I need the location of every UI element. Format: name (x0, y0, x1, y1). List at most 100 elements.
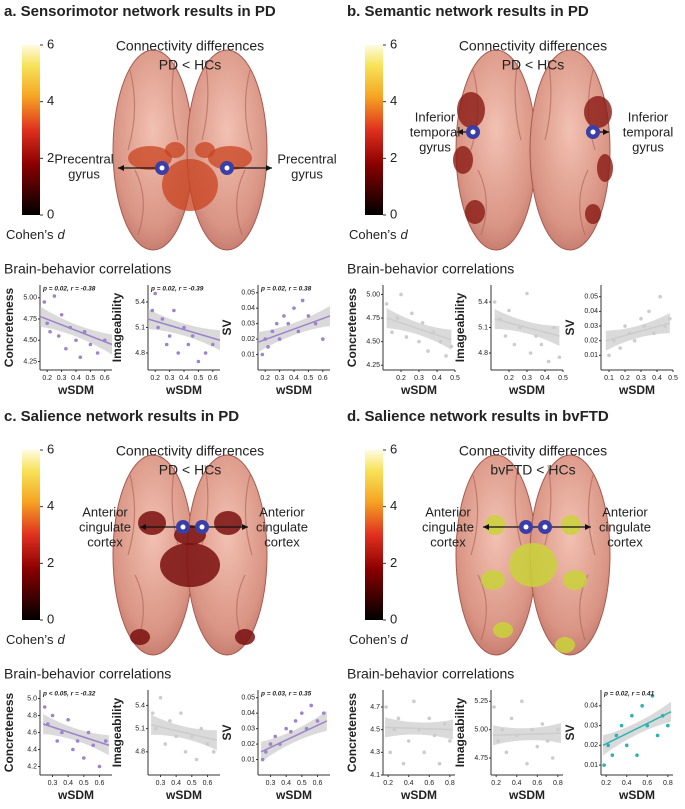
data-point (154, 726, 158, 731)
region-label: cingulate (599, 519, 651, 534)
data-point (296, 329, 301, 334)
colorbar-tick-label: 2 (390, 555, 397, 570)
y-axis-label: Concreteness (2, 287, 16, 367)
colorbar-label-text: Cohen’s (349, 632, 397, 647)
x-tick-label: 0.3 (275, 375, 285, 382)
brain-sulcus (134, 169, 144, 236)
data-point (550, 756, 555, 760)
region-label: gyrus (291, 166, 323, 181)
activation-blob (563, 570, 587, 590)
data-point (289, 729, 293, 734)
data-point (321, 711, 326, 715)
data-point (540, 722, 545, 726)
y-tick-label: 0.04 (241, 710, 255, 717)
y-tick-label: 0.03 (241, 725, 255, 732)
data-point (156, 325, 160, 330)
data-point (492, 705, 496, 709)
data-point (186, 342, 191, 347)
data-point (211, 342, 215, 347)
y-axis-label: SV (563, 319, 577, 335)
data-point (46, 722, 50, 726)
y-axis-label: SV (220, 724, 234, 740)
colorbar-tick-label: 4 (390, 498, 397, 513)
data-point (196, 359, 201, 364)
region-marker-center (542, 524, 548, 530)
data-point (525, 291, 529, 296)
brain-heading: PD < HCs (159, 462, 222, 478)
y-tick-label: 0.02 (241, 336, 255, 343)
y-tick-label: 5.4 (135, 299, 145, 306)
data-point (431, 330, 436, 335)
colorbar-label-italic: d (57, 227, 65, 242)
y-tick-label: 5.00 (23, 295, 37, 302)
data-point (417, 727, 421, 732)
region-marker-center (470, 129, 476, 135)
colorbar-tick-label: 6 (47, 36, 54, 51)
data-point (556, 727, 560, 732)
brain-heading: PD < HCs (502, 57, 565, 73)
data-point (42, 300, 47, 304)
data-point (194, 757, 199, 762)
data-point (442, 722, 447, 726)
arrow-head (266, 165, 272, 171)
panel-title: a. Sensorimotor network results in PD (4, 3, 276, 20)
x-tick-label: 0.8 (553, 780, 563, 787)
data-point (619, 723, 624, 728)
data-point (158, 695, 163, 700)
y-tick-label: 4.25 (366, 362, 380, 369)
fit-line (602, 711, 672, 747)
data-point (624, 743, 629, 748)
data-point (509, 716, 514, 721)
data-point (507, 308, 511, 313)
y-tick-label: 4.75 (474, 755, 488, 762)
data-point (498, 317, 502, 321)
activation-blob (453, 146, 473, 174)
section-subtitle: Brain-behavior correlations (347, 261, 514, 277)
y-tick-label: 5.1 (135, 324, 145, 331)
data-point (260, 352, 265, 357)
y-tick-label: 0.03 (584, 323, 598, 330)
data-point (74, 338, 78, 343)
data-point (273, 734, 278, 739)
x-axis-label: wSDM (618, 788, 655, 802)
x-tick-label: 0.6 (313, 780, 323, 787)
y-axis-label: Imageability (110, 697, 124, 767)
x-tick-label: 0.2 (620, 375, 630, 382)
data-point (392, 727, 397, 732)
y-tick-label: 4.5 (370, 727, 380, 734)
x-tick-label: 0.4 (179, 375, 189, 382)
activation-blob (597, 154, 613, 182)
activation-blob (195, 142, 215, 158)
data-point (444, 354, 448, 358)
activation-blob (130, 629, 150, 645)
data-point (422, 750, 426, 755)
data-point (666, 723, 670, 728)
data-point (309, 703, 314, 708)
x-tick-label: 0.4 (71, 375, 81, 382)
region-label: Inferior (628, 109, 669, 124)
panel: d. Salience network results in bvFTD 0 2 4 6… (345, 408, 673, 802)
data-point (432, 733, 437, 738)
y-axis-label: Imageability (453, 292, 467, 362)
x-tick-label: 0.3 (414, 375, 424, 382)
data-point (614, 733, 619, 738)
activation-blob (162, 159, 218, 211)
brain-sulcus (470, 474, 479, 556)
y-tick-label: 5.00 (474, 727, 488, 734)
region-label: cingulate (422, 519, 474, 534)
data-point (396, 716, 401, 721)
data-point (504, 750, 509, 755)
activation-blob (555, 637, 575, 653)
brain-heading: Connectivity differences (116, 38, 264, 54)
region-label: Inferior (415, 109, 456, 124)
activation-blob (138, 511, 166, 535)
y-tick-label: 0.02 (584, 338, 598, 345)
region-label: Precentral (54, 151, 113, 166)
x-axis-label: wSDM (57, 383, 94, 397)
activation-blob (235, 629, 255, 645)
data-point (86, 730, 91, 735)
data-point (203, 351, 208, 355)
y-tick-label: 0.04 (241, 305, 255, 312)
data-point (199, 726, 204, 731)
